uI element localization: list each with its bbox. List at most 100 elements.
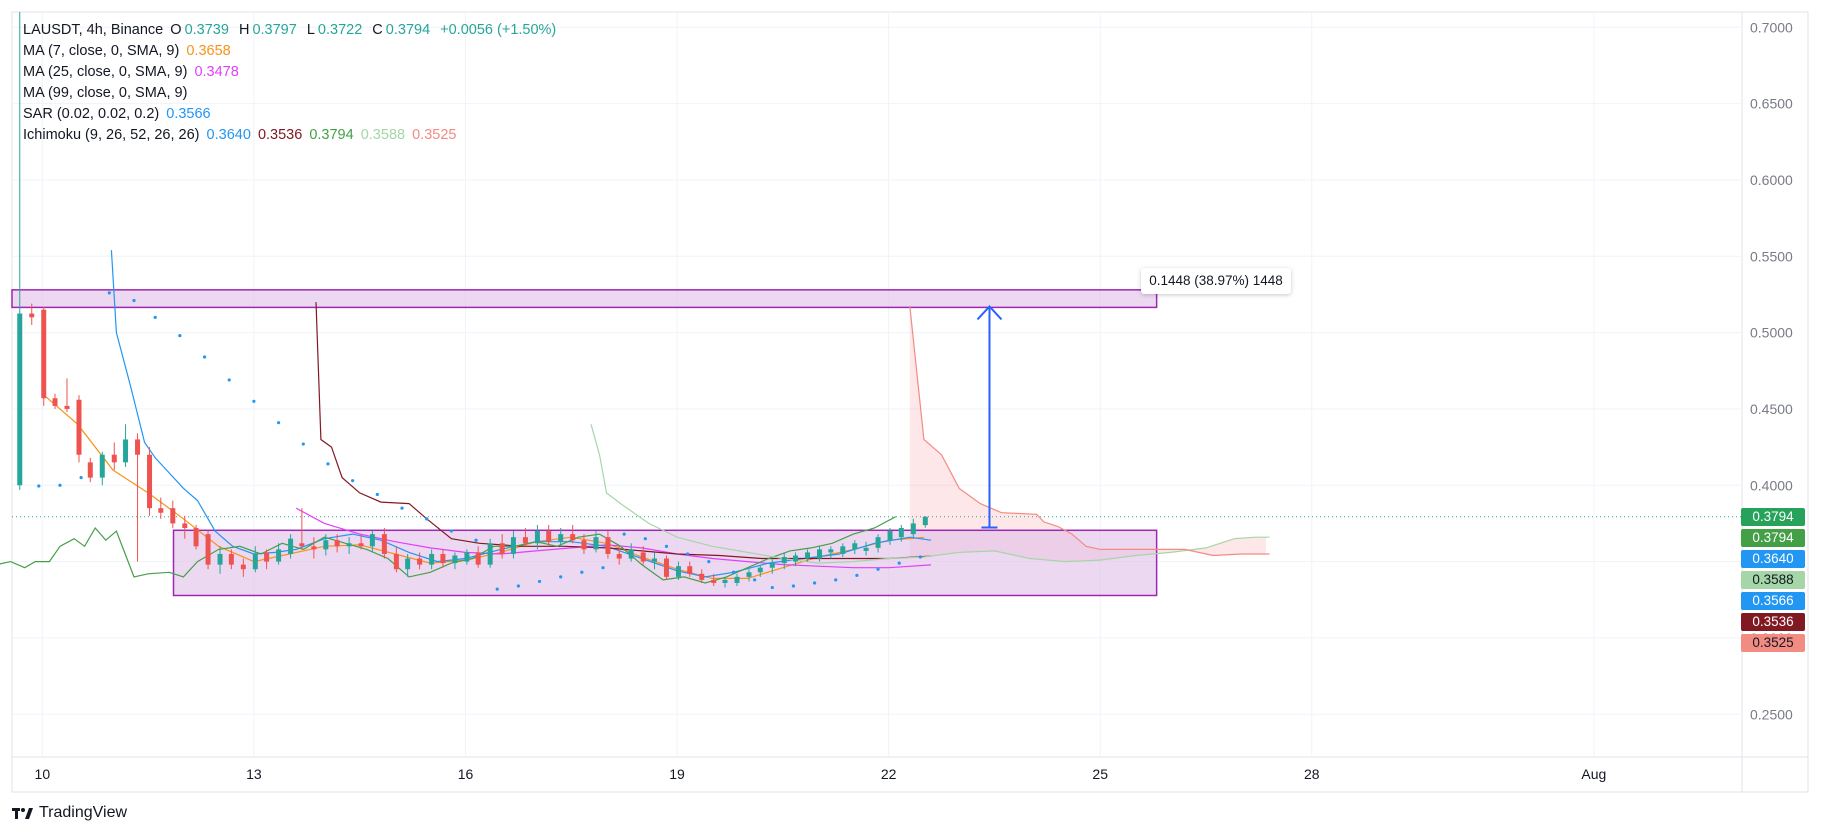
candle-up (487, 538, 493, 568)
candle-down (475, 546, 481, 568)
indicator-ma25[interactable]: MA (25, close, 0, SMA, 9) 0.3478 (23, 62, 559, 83)
candle-up (805, 549, 811, 562)
candle-up (898, 524, 904, 542)
indicator-sar[interactable]: SAR (0.02, 0.02, 0.2) 0.3566 (23, 104, 559, 125)
sar-dot (918, 555, 922, 559)
candle-body (252, 553, 258, 570)
x-tick-label: 28 (1304, 766, 1320, 782)
sar-dot (495, 587, 499, 591)
price-scale-label: 0.3794 (1741, 528, 1805, 547)
candle-body (722, 579, 728, 583)
sar-dot (580, 570, 584, 574)
candle-body (135, 439, 141, 455)
sar-dot (731, 570, 736, 574)
candle-down (193, 524, 199, 550)
candle-body (299, 543, 305, 547)
indicator-value: 0.3478 (194, 64, 239, 80)
sar-dot (202, 355, 207, 359)
sar-dot (153, 315, 157, 319)
candle-up (628, 543, 634, 562)
candle-body (711, 579, 717, 583)
candle-body (440, 553, 446, 564)
indicator-ichimoku[interactable]: Ichimoku (9, 26, 52, 26, 26) 0.3640 0.35… (23, 125, 559, 146)
tradingview-logo[interactable]: TradingView (12, 804, 127, 822)
candle-body (405, 558, 411, 570)
candle-body (147, 454, 153, 509)
candle-body (593, 537, 599, 550)
y-tick-label: 0.6000 (1750, 172, 1793, 188)
candle-body (76, 399, 82, 455)
y-tick-label: 0.2500 (1750, 706, 1793, 722)
candle-body (240, 564, 246, 570)
price-scale-label: 0.3566 (1741, 591, 1805, 610)
candle-up (288, 534, 294, 559)
sar-dot (474, 538, 478, 542)
candle-up (910, 518, 916, 538)
candle-body (817, 549, 823, 559)
line-senkou-a (590, 424, 1270, 564)
sar-dot (601, 566, 605, 570)
candle-body (570, 534, 576, 541)
candle-up (863, 541, 869, 556)
candle-body (99, 454, 105, 478)
measure-tool[interactable] (929, 305, 1049, 529)
candle-down (264, 549, 270, 570)
candle-up (510, 531, 516, 559)
symbol-row[interactable]: LAUSDT, 4h, Binance O 0.3739 H 0.3797 L 0.3… (23, 20, 559, 41)
candle-body (417, 558, 423, 565)
candle-up (276, 543, 282, 565)
close-label: C (372, 22, 383, 38)
x-tick-label: 22 (881, 766, 897, 782)
sar-dot (178, 334, 182, 338)
sar-dots (37, 291, 922, 591)
candle-body (699, 573, 705, 580)
price-scale-label: 0.3640 (1741, 549, 1805, 568)
indicator-label: MA (7, close, 0, SMA, 9) (23, 43, 180, 59)
candle-body (534, 531, 540, 544)
indicator-ma99[interactable]: MA (99, close, 0, SMA, 9) (23, 83, 559, 104)
candle-body (769, 563, 775, 568)
candle-body (217, 553, 223, 565)
y-tick-label: 0.4000 (1750, 477, 1793, 493)
sar-dot (276, 421, 281, 425)
candles[interactable] (17, 12, 928, 588)
candle-up (534, 524, 540, 550)
candle-down (240, 558, 246, 577)
candle-body (311, 546, 317, 550)
candle-down (570, 524, 576, 544)
price-scale-label: 0.3536 (1741, 612, 1805, 631)
indicator-ma7[interactable]: MA (7, close, 0, SMA, 9) 0.3658 (23, 41, 559, 62)
sar-dot (834, 578, 838, 582)
candle-body (393, 553, 399, 570)
candle-body (875, 537, 881, 548)
candle-up (346, 537, 352, 554)
candle-body (887, 531, 893, 541)
candle-up (651, 552, 657, 570)
candle-up (323, 534, 329, 556)
sar-dot (643, 537, 647, 541)
indicator-label: SAR (0.02, 0.02, 0.2) (23, 106, 160, 122)
candle-down (299, 508, 305, 550)
x-tick-label: Aug (1581, 766, 1606, 782)
measure-label[interactable]: 0.1448 (38.97%) 1448 (1141, 268, 1291, 294)
candle-body (628, 549, 634, 559)
candle-up (17, 12, 23, 490)
sar-dot (664, 544, 669, 548)
ichimoku-span-b-value: 0.3525 (412, 127, 457, 143)
range-zone (11, 289, 1158, 309)
candle-down (29, 303, 35, 325)
candle-body (663, 558, 669, 577)
legend: LAUSDT, 4h, Binance O 0.3739 H 0.3797 L 0.3… (23, 20, 559, 146)
candle-down (158, 497, 164, 519)
candle-up (464, 549, 470, 565)
indicator-value: 0.3566 (166, 106, 211, 122)
candle-down (147, 447, 153, 516)
candle-body (558, 534, 564, 542)
candle-body (651, 558, 657, 562)
sar-dot (252, 399, 256, 403)
candle-down (205, 531, 211, 570)
candle-up (875, 534, 881, 553)
y-tick-label: 0.6500 (1750, 96, 1793, 112)
candle-down (522, 528, 528, 547)
